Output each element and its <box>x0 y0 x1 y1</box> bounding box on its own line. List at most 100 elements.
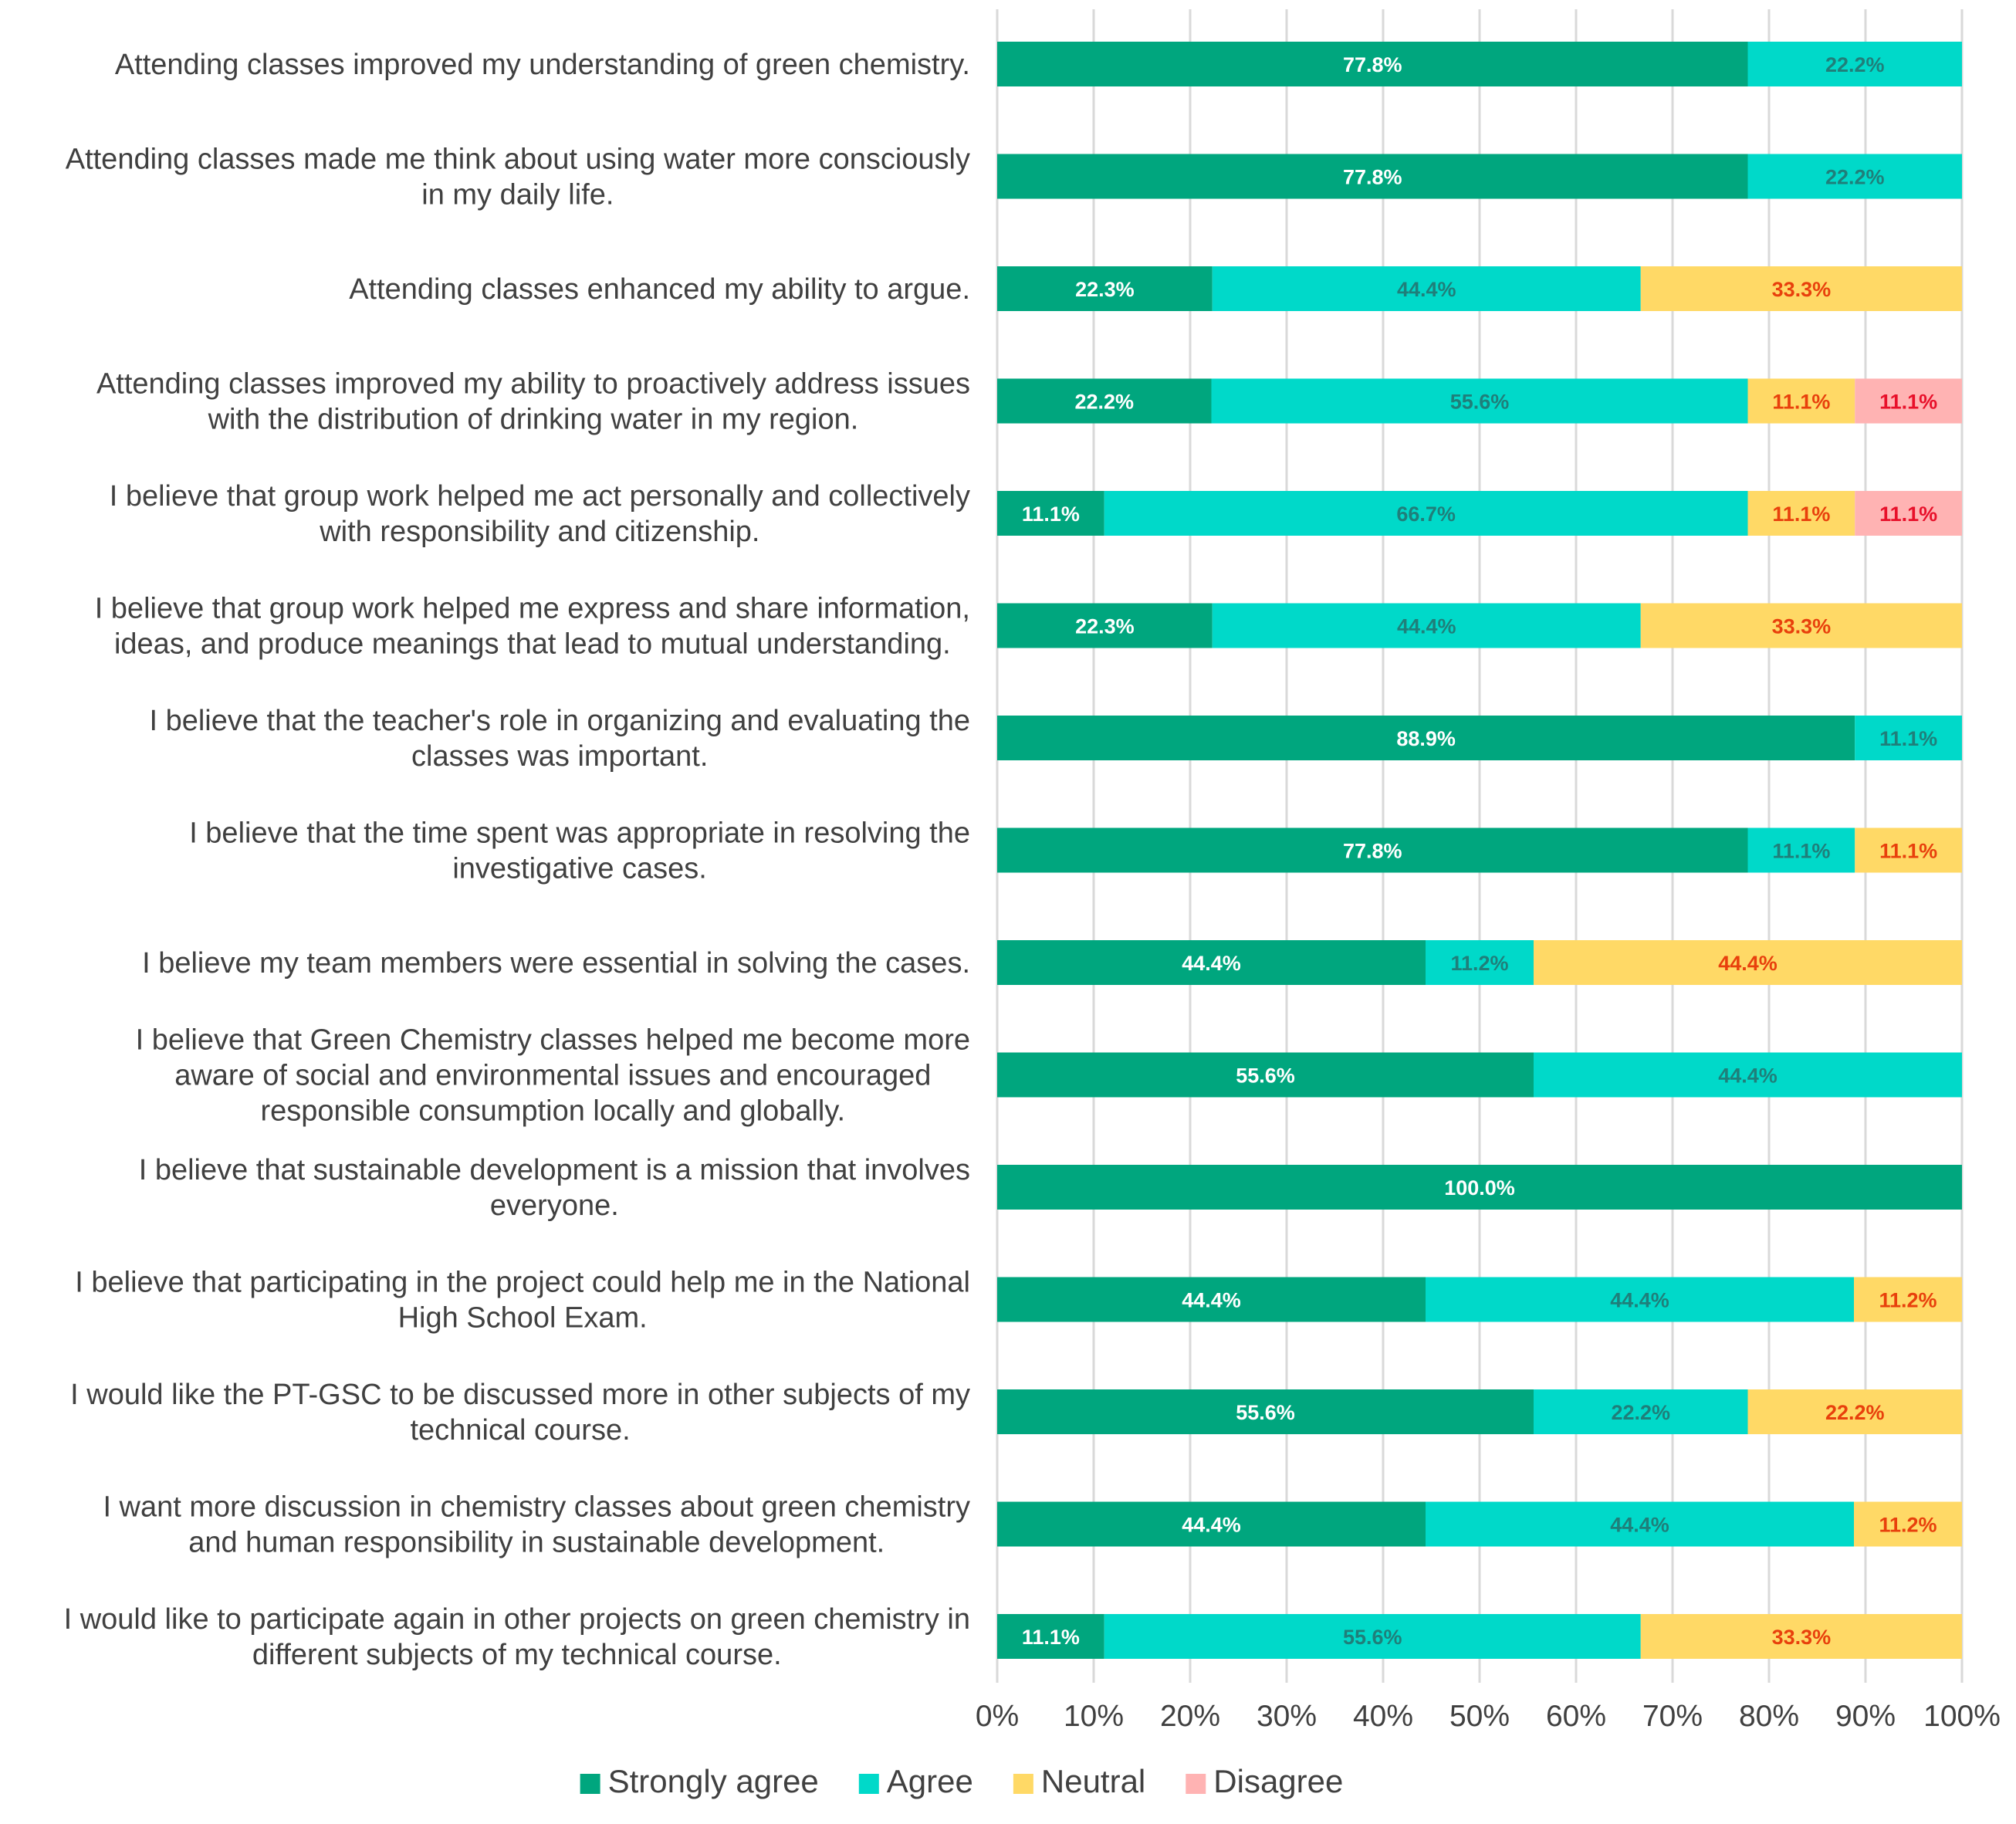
bar-segment <box>1747 827 1855 873</box>
category-label-line: I believe that group work helped me expr… <box>95 593 970 625</box>
category-label: I believe that Green Chemistry classes h… <box>136 1024 970 1128</box>
category-label: Attending classes improved my ability to… <box>96 368 970 436</box>
bar-segment <box>1747 1389 1962 1434</box>
data-label: 77.8% <box>1343 53 1402 76</box>
category-label-line: I believe that sustainable development i… <box>139 1154 970 1186</box>
bar-segment <box>997 603 1213 648</box>
bar-segment <box>1855 716 1962 760</box>
x-tick-label: 40% <box>1353 1700 1413 1733</box>
bar-segment <box>997 940 1426 985</box>
data-label: 22.2% <box>1611 1401 1670 1424</box>
data-label: 22.3% <box>1075 615 1135 638</box>
legend-label: Disagree <box>1213 1763 1343 1799</box>
category-label-line: with the distribution of drinking water … <box>208 404 859 436</box>
category-label-line: I believe that participating in the proj… <box>75 1267 970 1299</box>
category-label-line: technical course. <box>410 1414 630 1447</box>
bar-segment <box>1212 266 1641 311</box>
category-label-line: I believe that Green Chemistry classes h… <box>136 1024 970 1057</box>
bar-segment <box>1854 1501 1962 1547</box>
data-label: 11.1% <box>1879 503 1937 526</box>
category-label: I believe that the teacher's role in org… <box>149 705 970 773</box>
data-label: 44.4% <box>1610 1289 1669 1312</box>
bar-segment <box>997 42 1748 86</box>
data-label: 22.2% <box>1074 391 1134 414</box>
data-label: 44.4% <box>1718 1064 1778 1088</box>
category-label-line: I believe that the teacher's role in org… <box>149 705 970 737</box>
bar-segment <box>997 1165 1962 1210</box>
category-label: Attending classes improved my understand… <box>115 49 970 81</box>
bar-segment <box>1855 378 1962 424</box>
bar-segment <box>997 266 1213 311</box>
data-label: 55.6% <box>1343 1626 1402 1649</box>
data-label: 11.1% <box>1879 727 1937 750</box>
data-label: 11.1% <box>1022 1626 1080 1649</box>
data-label: 77.8% <box>1343 840 1402 863</box>
data-label: 66.7% <box>1396 503 1456 526</box>
x-tick-label: 60% <box>1546 1700 1606 1733</box>
legend-swatch <box>1186 1774 1206 1794</box>
bar-segment <box>1534 940 1962 985</box>
data-label: 11.2% <box>1450 952 1508 975</box>
data-label: 100.0% <box>1444 1176 1515 1200</box>
data-label: 33.3% <box>1772 615 1832 638</box>
data-label: 22.2% <box>1825 53 1885 76</box>
category-label: I believe that participating in the proj… <box>75 1267 970 1335</box>
category-label-line: I would like the PT-GSC to be discussed … <box>70 1379 970 1411</box>
bar-segment <box>997 378 1212 424</box>
bar-segment <box>1104 1614 1641 1659</box>
bar-segment <box>1640 266 1962 311</box>
legend-swatch <box>580 1774 600 1794</box>
x-tick-label: 10% <box>1064 1700 1124 1733</box>
bar-segment <box>1211 378 1748 424</box>
bar-segment <box>1854 1277 1962 1322</box>
legend-swatch <box>1013 1774 1033 1794</box>
bar-segment <box>1747 154 1962 199</box>
data-label: 77.8% <box>1343 166 1402 189</box>
data-label: 44.4% <box>1397 615 1456 638</box>
data-label: 11.1% <box>1772 840 1830 863</box>
category-label-line: I want more discussion in chemistry clas… <box>103 1491 970 1524</box>
x-tick-label: 50% <box>1449 1700 1510 1733</box>
bar-segment <box>1212 603 1641 648</box>
data-label: 33.3% <box>1772 1626 1832 1649</box>
data-label: 11.1% <box>1022 503 1080 526</box>
legend-swatch <box>858 1774 879 1794</box>
data-label: 55.6% <box>1236 1064 1295 1088</box>
bar-segment <box>997 1277 1426 1322</box>
bar-segment <box>997 1614 1104 1659</box>
category-label-line: aware of social and environmental issues… <box>174 1060 931 1092</box>
category-label-line: different subjects of my technical cours… <box>252 1639 782 1671</box>
category-label-line: Attending classes enhanced my ability to… <box>349 273 970 306</box>
data-label: 22.3% <box>1075 278 1135 301</box>
bar-segment <box>1855 491 1962 536</box>
bar-segment <box>1747 491 1855 536</box>
category-label-line: with responsibility and citizenship. <box>319 516 759 548</box>
category-label: I believe that group work helped me act … <box>110 480 970 548</box>
data-label: 11.1% <box>1879 391 1937 414</box>
segment-labels: 77.8% 22.2% 77.8% 22.2% 22.3% 44.4% 33.3% 22.2%… <box>1022 53 1937 1649</box>
category-label-line: I believe that group work helped me act … <box>110 480 970 513</box>
bar-segment <box>1534 1389 1748 1434</box>
bar-segment <box>1426 1501 1854 1547</box>
category-label: I believe my team members were essential… <box>142 947 970 980</box>
category-label-line: I believe that the time spent was approp… <box>189 817 970 850</box>
category-label-line: in my daily life. <box>421 179 614 212</box>
category-label: I would like the PT-GSC to be discussed … <box>70 1379 970 1447</box>
legend-item: Strongly agree <box>580 1763 819 1799</box>
x-tick-label: 70% <box>1642 1700 1703 1733</box>
bar-segment <box>1640 603 1962 648</box>
category-label: Attending classes made me think about us… <box>66 144 970 212</box>
bar-segment <box>1534 1052 1962 1098</box>
category-label-line: Attending classes improved my understand… <box>115 49 970 81</box>
category-label-line: and human responsibility in sustainable … <box>188 1527 885 1559</box>
category-label-line: ideas, and produce meanings that lead to… <box>114 628 951 661</box>
bar-segment <box>997 716 1855 760</box>
category-label-line: classes was important. <box>411 740 708 773</box>
data-label: 33.3% <box>1772 278 1832 301</box>
data-label: 11.2% <box>1879 1514 1937 1537</box>
x-tick-label: 20% <box>1160 1700 1220 1733</box>
data-label: 44.4% <box>1182 1289 1241 1312</box>
category-label-line: I believe my team members were essential… <box>142 947 970 980</box>
bar-segment <box>1747 42 1962 86</box>
category-label: I believe that sustainable development i… <box>139 1154 970 1222</box>
